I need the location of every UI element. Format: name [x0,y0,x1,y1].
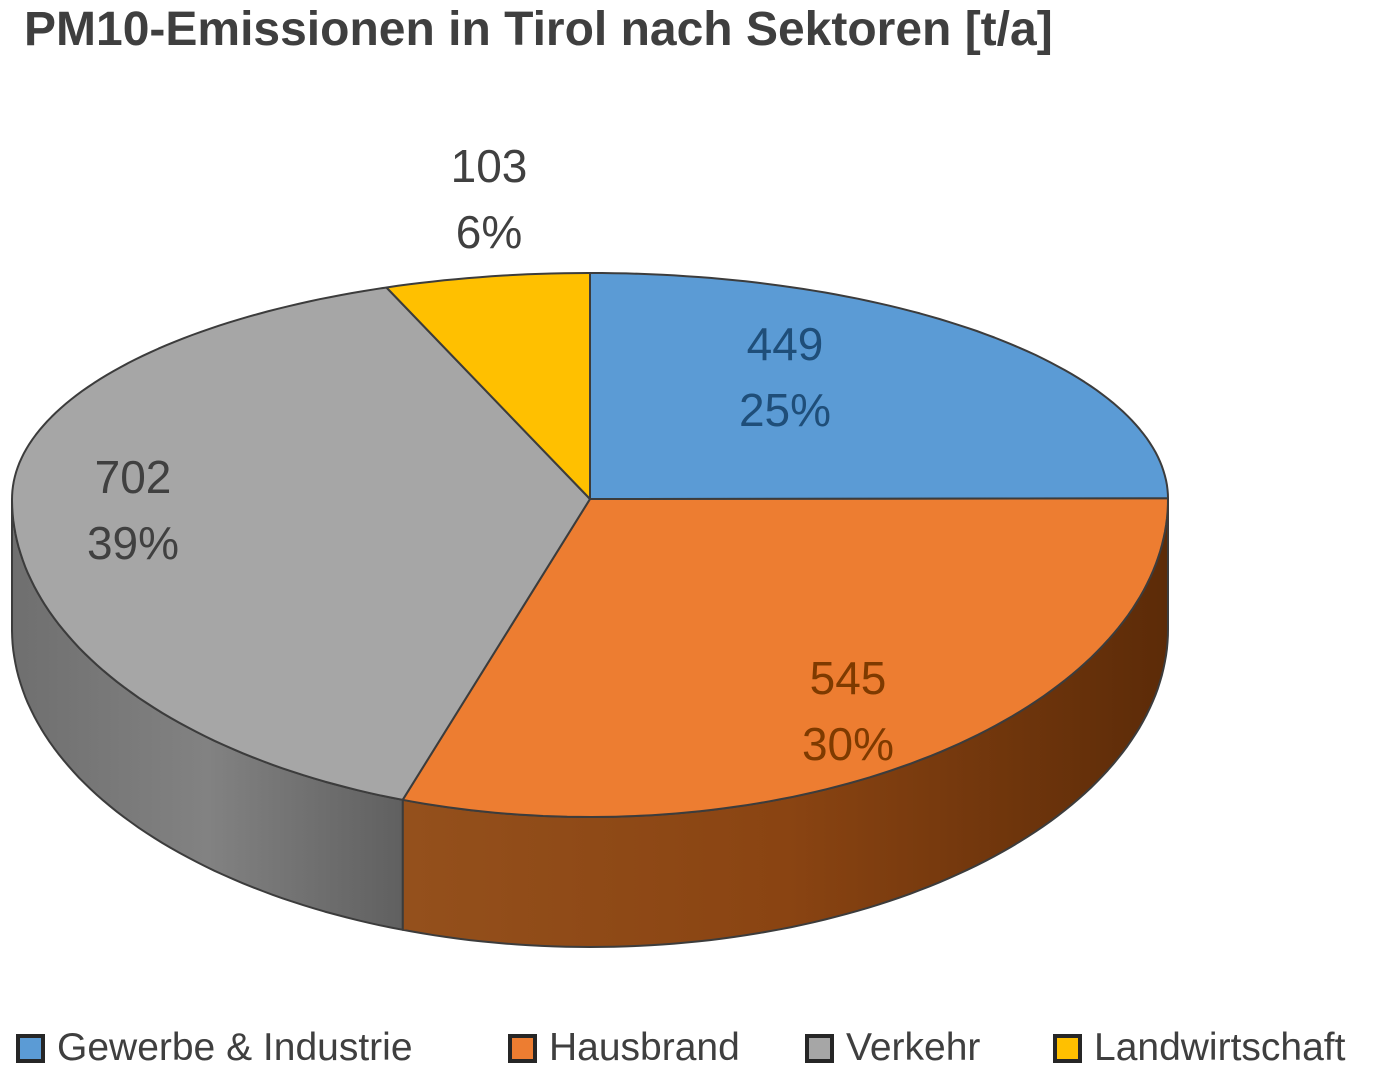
slice-percent-label-hausbrand: 30% [802,718,894,770]
slice-percent-label-gewerbe-und-industrie: 25% [739,384,831,436]
pie-slice-hausbrand [401,497,1169,818]
slice-percent-label-landwirtschaft: 6% [456,206,522,258]
legend-item-landwirtschaft: Landwirtschaft [1053,1026,1345,1070]
slice-percent-label-verkehr: 39% [87,517,179,569]
chart-title: PM10-Emissionen in Tirol nach Sektoren [… [24,3,1053,56]
slice-value-label-gewerbe-und-industrie: 449 [747,318,824,370]
legend-marker-gewerbe-industrie [16,1033,45,1063]
pie-slice-landwirtschaft [385,272,591,500]
legend-label-hausbrand: Hausbrand [549,1026,740,1069]
slice-value-label-hausbrand: 545 [810,652,887,704]
legend-label-gewerbe-und-industrie: Gewerbe & Industrie [57,1026,413,1069]
legend-label-verkehr: Verkehr [846,1026,981,1069]
slice-value-label-verkehr: 702 [95,451,172,503]
legend-marker-hausbrand [508,1033,537,1063]
legend-marker-landwirtschaft [1053,1033,1082,1063]
pie-slice-verkehr [11,286,591,801]
legend-label-landwirtschaft: Landwirtschaft [1094,1026,1346,1069]
legend-item-gewerbe-und-industrie: Gewerbe & Industrie [16,1026,413,1070]
slice-value-label-landwirtschaft: 103 [451,140,528,192]
legend-marker-verkehr [805,1033,834,1063]
legend-item-hausbrand: Hausbrand [508,1026,740,1070]
legend-item-verkehr: Verkehr [805,1026,980,1070]
pie-slice-gewerbe-und-industrie [589,272,1169,500]
